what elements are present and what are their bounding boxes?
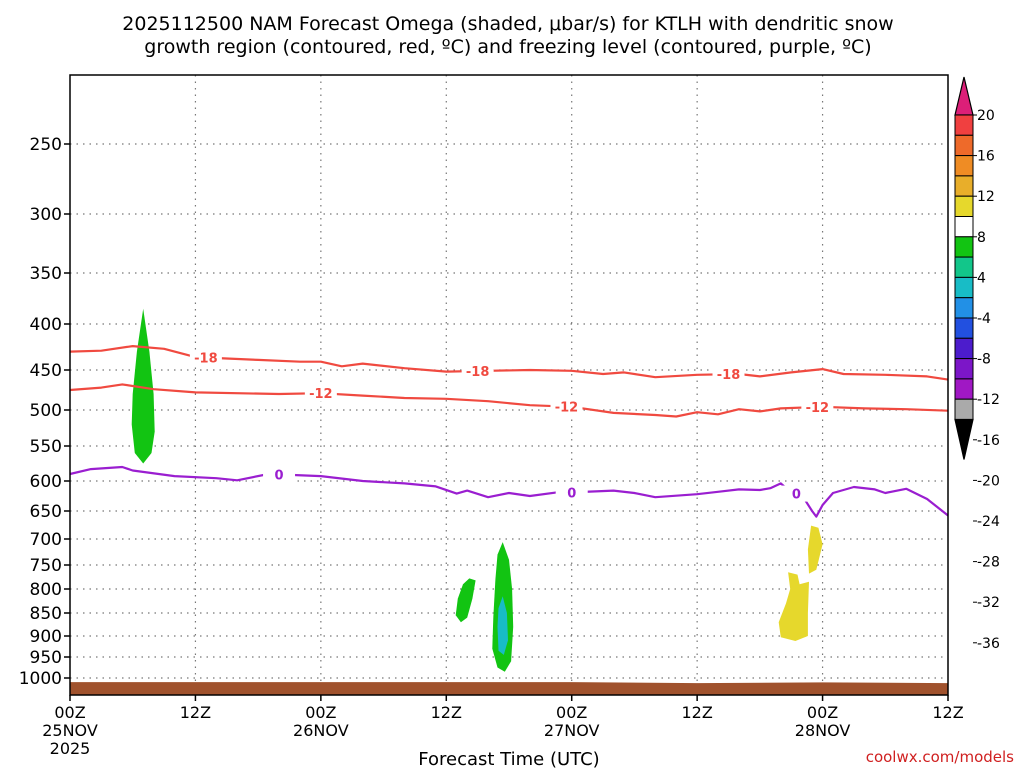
contour-label-bg--12-2 <box>801 399 834 415</box>
x-tick-label-2-0: 00Z <box>305 703 336 722</box>
shaded-region-green-plume-25nov <box>131 308 155 464</box>
x-axis-label: Forecast Time (UTC) <box>418 749 599 768</box>
colorbar-label--28: -28 <box>977 555 1000 571</box>
colorbar-label--32: -32 <box>977 595 1000 611</box>
contour-label-bg-0-1 <box>555 484 588 501</box>
y-tick-label-900: 900 <box>30 627 62 647</box>
contour-line-0 <box>69 465 949 518</box>
x-tick-label-7-0: 12Z <box>932 703 963 722</box>
colorbar-label-12: 12 <box>977 189 995 205</box>
contour-label-bg--18-2 <box>712 366 745 383</box>
y-tick-label-250: 250 <box>30 135 62 155</box>
contour-label-bg-0-0 <box>263 466 296 483</box>
y-tick-label-350: 350 <box>30 264 62 284</box>
axes: 250 300 350 400 450 500 550 600 650 700 750 800 850 9… <box>19 74 964 758</box>
y-tick-label-950: 950 <box>30 648 62 668</box>
x-tick-label-5-0: 12Z <box>681 703 712 722</box>
colorbar-label--12: -12 <box>977 392 1000 408</box>
contour-label-0-2: 0 <box>792 488 801 503</box>
contour-label-bg--18-0 <box>189 349 222 366</box>
chart-title-line-2: growth region (contoured, red, ºC) and f… <box>144 36 871 58</box>
colorbar-label-16: 16 <box>977 149 995 165</box>
terrain-band <box>70 682 948 695</box>
shaded-region-teal-core-26nov <box>497 596 508 655</box>
x-tick-label-0-0: 00Z <box>54 703 85 722</box>
y-tick-label-750: 750 <box>30 556 62 576</box>
y-tick-label-450: 450 <box>30 361 62 381</box>
x-tick-label-1-0: 12Z <box>180 703 211 722</box>
contour-label--18-0: -18 <box>194 352 218 367</box>
x-tick-label-0-2: 2025 <box>50 739 91 758</box>
contour-label--18-1: -18 <box>466 365 490 380</box>
x-tick-label-2-1: 26NOV <box>293 721 349 740</box>
x-tick-label-4-1: 27NOV <box>544 721 600 740</box>
y-tick-label-600: 600 <box>30 472 62 492</box>
contour-label--12-1: -12 <box>555 401 579 416</box>
plot-frame <box>69 74 949 696</box>
shaded-region-yellow-upper-28nov <box>807 525 823 574</box>
contour-label-bg--12-1 <box>550 398 583 415</box>
x-tick-label-4-0: 00Z <box>556 703 587 722</box>
contour-label-bg--12-0 <box>304 385 337 402</box>
colorbar-box-12 <box>954 358 974 380</box>
contour-label-bg--18-1 <box>461 363 494 379</box>
colorbar-label--20: -20 <box>977 473 1000 489</box>
plot-area: -18 -18 -18 -12 -12 -12 0 0 0 <box>69 75 949 695</box>
shaded-region-green-blob-small <box>455 578 476 623</box>
x-tick-label-3-0: 12Z <box>431 703 462 722</box>
colorbar-label--24: -24 <box>977 514 1000 530</box>
colorbar-box-1 <box>954 134 974 157</box>
colorbar-label--16: -16 <box>977 433 1000 449</box>
colorbar-arrow-bottom <box>954 418 974 460</box>
x-tick-label-6-0: 00Z <box>807 703 838 722</box>
colorbar-box-6 <box>954 236 974 258</box>
colorbar: 20 16 12 8 4 -4 -8 -12 -16 -20 -24 -28 -32 -36 <box>954 76 1000 652</box>
y-tick-label-650: 650 <box>30 502 62 522</box>
y-tick-label-500: 500 <box>30 401 62 421</box>
y-tick-label-550: 550 <box>30 437 62 457</box>
colorbar-box-3 <box>954 175 974 197</box>
colorbar-box-2 <box>954 155 974 177</box>
colorbar-label--36: -36 <box>977 636 1000 652</box>
colorbar-label--4: -4 <box>977 311 991 327</box>
colorbar-box-10 <box>954 317 974 339</box>
colorbar-label-4: 4 <box>977 270 986 286</box>
colorbar-box-11 <box>954 337 974 360</box>
y-tick-label-700: 700 <box>30 530 62 550</box>
colorbar-label-20: 20 <box>977 108 995 124</box>
colorbar-box-4 <box>954 195 974 217</box>
contour-label-0-0: 0 <box>275 468 284 483</box>
colorbar-label-8: 8 <box>977 230 986 246</box>
colorbar-box-5 <box>954 216 974 238</box>
y-tick-label-300: 300 <box>30 205 62 225</box>
y-tick-label-850: 850 <box>30 604 62 624</box>
x-tick-label-0-1: 25NOV <box>42 721 98 740</box>
colorbar-box-14 <box>954 398 974 421</box>
contour-label-0-1: 0 <box>567 486 576 501</box>
y-tick-label-800: 800 <box>30 580 62 600</box>
chart-title-line-1: 2025112500 NAM Forecast Omega (shaded, μ… <box>122 13 893 35</box>
y-tick-label-1000: 1000 <box>19 669 62 689</box>
colorbar-box-7 <box>954 256 974 278</box>
colorbar-label--8: -8 <box>977 352 991 368</box>
shaded-region-yellow-lower-28nov <box>778 572 809 641</box>
colorbar-box-8 <box>954 276 974 299</box>
colorbar-box-9 <box>954 297 974 319</box>
credit-text: coolwx.com/models <box>866 748 1014 766</box>
y-tick-label-400: 400 <box>30 315 62 335</box>
colorbar-box-13 <box>954 378 974 400</box>
contour-label--12-2: -12 <box>806 401 830 416</box>
contour-label--18-2: -18 <box>717 368 741 383</box>
contour-label-bg-0-2 <box>780 485 813 502</box>
contour-label--12-0: -12 <box>309 387 333 402</box>
colorbar-arrow-top <box>954 76 974 116</box>
x-tick-label-6-1: 28NOV <box>795 721 851 740</box>
colorbar-box-0 <box>954 114 974 136</box>
